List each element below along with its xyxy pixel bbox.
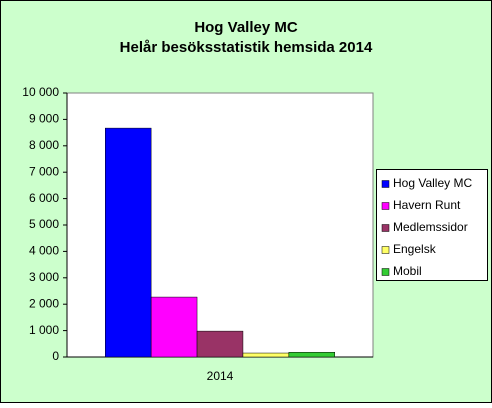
bar bbox=[288, 351, 336, 358]
y-tick-label: 8 000 bbox=[29, 138, 59, 152]
legend-label: Mobil bbox=[393, 264, 422, 278]
bar bbox=[105, 127, 152, 358]
legend-label: Engelsk bbox=[393, 242, 437, 256]
y-tick-label: 3 000 bbox=[29, 270, 59, 284]
legend-swatch bbox=[381, 202, 390, 210]
x-tick-label: 2014 bbox=[207, 369, 234, 383]
bar bbox=[242, 352, 290, 358]
y-tick-label: 7 000 bbox=[29, 164, 59, 178]
y-tick-label: 2 000 bbox=[29, 296, 59, 310]
y-tick-label: 10 000 bbox=[22, 85, 59, 99]
y-tick-label: 6 000 bbox=[29, 191, 59, 205]
legend-swatch bbox=[381, 268, 390, 276]
legend bbox=[376, 169, 488, 281]
y-tick-label: 5 000 bbox=[29, 217, 59, 231]
legend-label: Medlemssidor bbox=[393, 220, 468, 234]
legend-swatch bbox=[381, 180, 390, 188]
bar bbox=[196, 330, 244, 358]
bar bbox=[150, 296, 198, 358]
legend-swatch bbox=[381, 246, 390, 254]
chart-subtitle: Helår besöksstatistik hemsida 2014 bbox=[120, 39, 373, 56]
y-tick-label: 1 000 bbox=[29, 323, 59, 337]
y-tick-label: 0 bbox=[52, 349, 59, 363]
legend-swatch bbox=[381, 224, 390, 232]
chart-title: Hog Valley MC bbox=[194, 19, 298, 36]
legend-label: Havern Runt bbox=[393, 198, 461, 212]
y-tick-label: 9 000 bbox=[29, 112, 59, 126]
y-tick-label: 4 000 bbox=[29, 244, 59, 258]
legend-label: Hog Valley MC bbox=[393, 176, 472, 190]
